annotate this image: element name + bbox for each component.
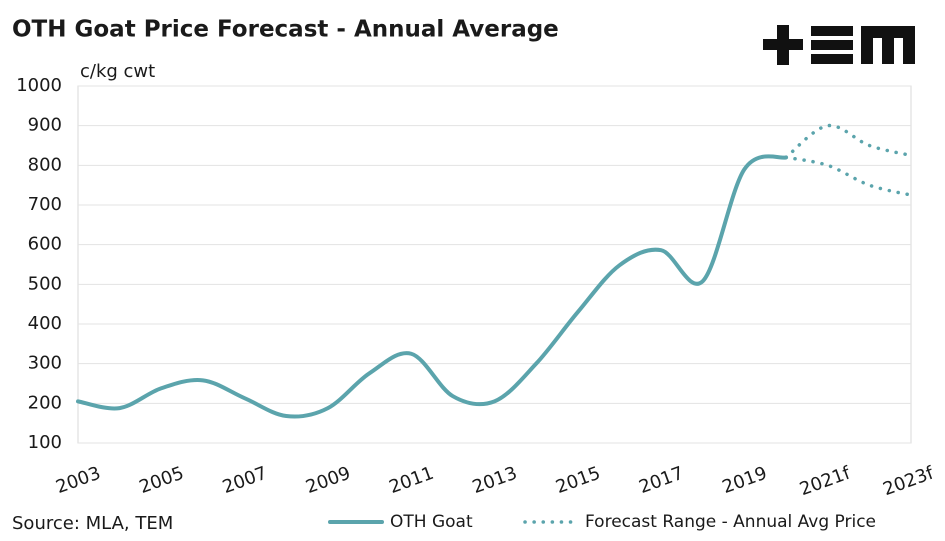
x-tick-label: 2009 [303,463,353,498]
line [784,155,913,197]
x-tick-label: 2023f [880,462,937,500]
y-tick-label: 200 [28,392,62,413]
chart-title: OTH Goat Price Forecast - Annual Average [12,17,559,43]
x-tick-label: 2019 [720,463,770,498]
y-tick-label: 300 [28,353,62,374]
x-tick-label: 2011 [386,463,436,498]
y-tick-label: 700 [28,194,62,215]
x-tick-label: 2013 [470,463,520,498]
legend-label: Forecast Range - Annual Avg Price [585,512,876,532]
plot-border [77,85,912,444]
line [76,154,789,419]
y-tick-label: 600 [28,234,62,255]
y-tick-label: 900 [28,115,62,136]
x-tick-label: 2017 [636,463,686,498]
x-tick-label: 2015 [553,463,603,498]
x-tick-label: 2003 [53,463,103,498]
logo [763,25,915,65]
y-tick-label: 1000 [16,75,62,96]
x-tick-label: 2021f [797,462,854,500]
line [784,123,913,160]
y-tick-label: 100 [28,432,62,453]
x-tick-label: 2007 [220,463,270,498]
source: Source: MLA, TEM [12,513,173,534]
y-axis-label: c/kg cwt [80,61,155,82]
y-tick-label: 400 [28,313,62,334]
y-tick-label: 800 [28,154,62,175]
y-tick-label: 500 [28,273,62,294]
legend-label: OTH Goat [390,512,473,532]
x-tick-label: 2005 [136,463,186,498]
